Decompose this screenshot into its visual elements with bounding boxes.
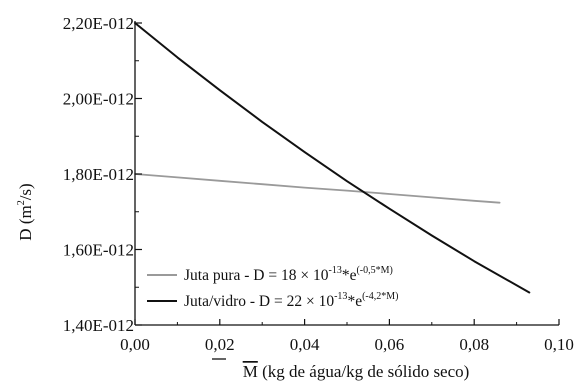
series-layer <box>134 22 531 294</box>
tick-labels: 0,00 0,02 0,04 0,06 0,08 0,10 1,40E-012 1,60E-0… <box>63 14 574 354</box>
x-tick-label: 0,08 <box>459 335 489 354</box>
y-axis-title: D (m2/s) <box>16 183 35 240</box>
y-tick-label: 1,60E-012 <box>63 241 134 260</box>
y-tick-label: 1,40E-012 <box>63 316 134 335</box>
x-tick-label: 0,02 <box>205 335 235 354</box>
legend-label-juta-pura: Juta pura - D = 18 × 10-13*e(-0,5*M) <box>184 265 393 284</box>
y-tick-label: 2,00E-012 <box>63 90 134 109</box>
x-tick-label: 0,10 <box>544 335 574 354</box>
legend: Juta pura - D = 18 × 10-13*e(-0,5*M) Jut… <box>147 265 398 310</box>
x-tick-label: 0,06 <box>375 335 405 354</box>
x-tick-label: 0,00 <box>120 335 150 354</box>
x-axis-title-symbol: M <box>243 362 258 381</box>
legend-label-juta-vidro: Juta/vidro - D = 22 × 10-13*e(-4,2*M) <box>184 291 398 310</box>
y-tick-label: 1,80E-012 <box>63 165 134 184</box>
series-line-juta-vidro <box>134 22 531 294</box>
axes-layer <box>134 21 560 326</box>
x-axis-title: M (kg de água/kg de sólido seco) <box>243 362 470 381</box>
y-tick-label: 2,20E-012 <box>63 14 134 33</box>
x-tick-label: 0,04 <box>290 335 320 354</box>
series-line-juta-pura <box>134 173 501 204</box>
